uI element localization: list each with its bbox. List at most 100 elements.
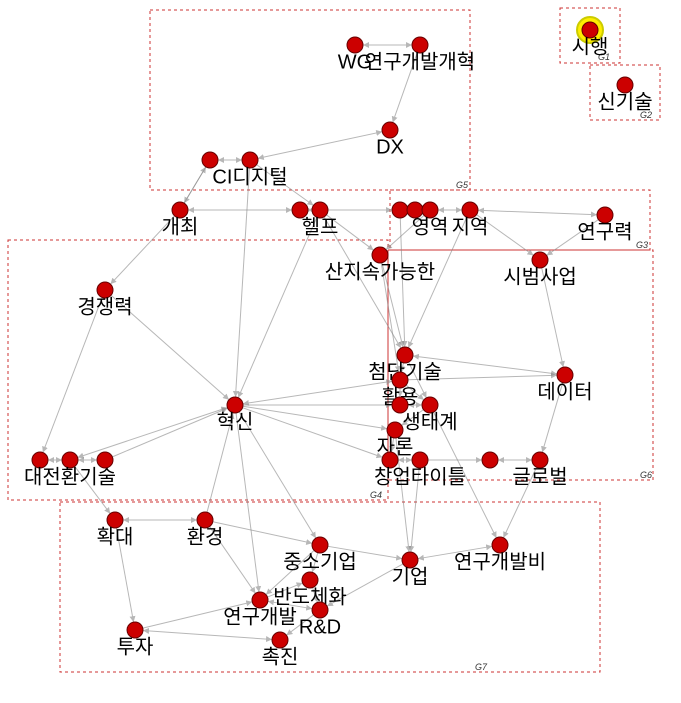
node-help_b[interactable] [312, 202, 328, 218]
edge [413, 356, 557, 374]
node-label-dx: DX [376, 137, 404, 159]
node-adv_tech[interactable] [397, 347, 413, 363]
edge [111, 295, 229, 399]
edge [408, 217, 466, 347]
node-expand[interactable] [107, 512, 123, 528]
edge [258, 132, 382, 159]
node-sustain[interactable] [372, 247, 388, 263]
edge [43, 297, 102, 452]
node-dx[interactable] [382, 122, 398, 138]
edge [411, 468, 419, 552]
node-rnd_reform[interactable] [412, 37, 428, 53]
edge [286, 615, 313, 635]
node-label-host: 개최 [162, 216, 199, 239]
node-ov_c[interactable] [422, 202, 438, 218]
node-data[interactable] [557, 367, 573, 383]
node-eco_a[interactable] [392, 397, 408, 413]
cluster-label-G3: G3 [636, 240, 648, 250]
node-label-sustain: 산지속가능한 [325, 261, 435, 284]
node-semi[interactable] [302, 572, 318, 588]
node-help_a[interactable] [292, 202, 308, 218]
node-jaron[interactable] [387, 422, 403, 438]
cluster-label-G5: G5 [456, 180, 469, 190]
cluster-label-G7: G7 [475, 662, 488, 672]
cluster-label-G6: G6 [640, 470, 652, 480]
edge [268, 601, 312, 608]
node-label-research: 연구력 [577, 221, 632, 244]
edge [112, 408, 227, 457]
cluster-box-G7 [60, 502, 600, 672]
node-env[interactable] [197, 512, 213, 528]
node-label-semi: 반도체화 [273, 586, 347, 609]
edge [243, 408, 383, 458]
node-big_a[interactable] [32, 452, 48, 468]
node-digital_a[interactable] [202, 152, 218, 168]
node-startup_b[interactable] [412, 452, 428, 468]
edge [243, 381, 392, 404]
node-label-sme: 중소기업 [283, 551, 357, 574]
node-use[interactable] [392, 372, 408, 388]
node-rnd_dev[interactable] [252, 592, 268, 608]
edge [75, 466, 110, 513]
cluster-label-G2: G2 [640, 110, 652, 120]
node-big_b[interactable] [62, 452, 78, 468]
node-research[interactable] [597, 207, 613, 223]
node-ov_b[interactable] [407, 202, 423, 218]
edge [313, 588, 318, 603]
node-wg[interactable] [347, 37, 363, 53]
node-rnd_cost[interactable] [492, 537, 508, 553]
edge [239, 412, 316, 538]
edge [238, 217, 317, 397]
node-region[interactable] [462, 202, 478, 218]
edge [235, 168, 249, 397]
edge [478, 210, 597, 214]
node-startup_a[interactable] [382, 452, 398, 468]
node-newtech[interactable] [617, 77, 633, 93]
node-label-promo: 촉진 [262, 646, 299, 669]
node-sme[interactable] [312, 537, 328, 553]
node-label-eco_b: 생태계 [402, 411, 457, 434]
edge [434, 412, 497, 538]
node-innov[interactable] [227, 397, 243, 413]
node-global_b[interactable] [532, 452, 548, 468]
node-label-env: 환경 [187, 526, 224, 549]
node-label-ov_c: 영역 [412, 216, 449, 239]
node-label-global_b: 글로벌 [512, 466, 567, 489]
edge [386, 215, 424, 249]
node-rd[interactable] [312, 602, 328, 618]
edge [324, 217, 401, 348]
edge [391, 438, 393, 452]
node-big_c[interactable] [97, 452, 113, 468]
node-eco_b[interactable] [422, 397, 438, 413]
edge [402, 363, 404, 372]
node-impl[interactable] [582, 22, 598, 38]
node-invest[interactable] [127, 622, 143, 638]
node-compete[interactable] [97, 282, 113, 298]
node-host[interactable] [172, 202, 188, 218]
node-ov_a[interactable] [392, 202, 408, 218]
node-pilot[interactable] [532, 252, 548, 268]
edge [542, 268, 564, 367]
node-digital_b[interactable] [242, 152, 258, 168]
edge [400, 218, 404, 347]
edge [110, 216, 174, 284]
edge [267, 583, 302, 597]
node-label-digital_b: CI디지털 [212, 166, 287, 189]
edge [210, 527, 256, 594]
node-promo[interactable] [272, 632, 288, 648]
edge [393, 53, 418, 123]
node-label-invest: 투자 [117, 636, 154, 659]
edge [327, 564, 403, 606]
node-label-rnd_reform: 연구개발개혁 [365, 51, 475, 74]
cluster-layer: G1G2G3G4G5G6G7 [8, 8, 660, 672]
edge [143, 631, 272, 640]
edge [396, 438, 409, 552]
node-global_a[interactable] [482, 452, 498, 468]
edge [236, 413, 259, 592]
node-corp[interactable] [402, 552, 418, 568]
edge [116, 528, 133, 622]
node-label-wg: WG [338, 52, 372, 74]
node-label-data: 데이터 [537, 381, 592, 404]
network-diagram: G1G2G3G4G5G6G7WG연구개발개혁시행신기술DXCI디지털개최헬프영역… [0, 0, 681, 703]
edge [207, 413, 233, 513]
